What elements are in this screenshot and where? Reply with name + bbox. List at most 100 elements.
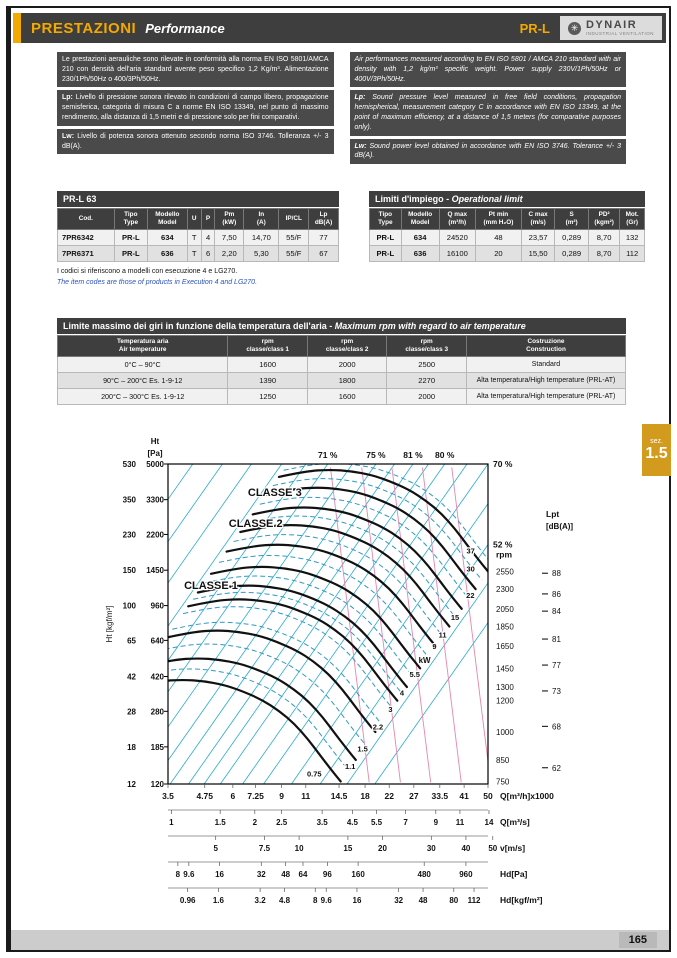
rpm-value-label: 750 [496,778,510,787]
column-header: P [200,208,216,231]
x-scale-value: 50 [483,791,493,801]
classe-label: CLASSE 1 [184,580,238,592]
column-header: Modello Model [400,208,440,231]
intro-en-performance: Air performances measured according to E… [349,52,626,88]
intro-it-performance: Le prestazioni aerauliche sono rilevate … [57,52,334,88]
efficiency-label: 75 % [366,450,386,460]
table-cell: T [186,229,202,247]
brand-name: DYNAIR [585,19,638,32]
efficiency-line [168,464,194,500]
y-tick-kgf-label: 28 [127,707,136,716]
intro-english: Air performances measured according to E… [349,52,626,167]
intro-en-lp: Lp: Sound pressure level measured in fre… [349,90,626,136]
column-header: IP/CL [278,208,310,231]
efficiency-line [168,464,282,627]
limits-table-title: Limiti d'impiego - Operational limit [369,191,645,208]
x-scale-unit: Hd[kgf/m²] [500,895,543,905]
rpm-value-label: 850 [496,756,510,765]
table-cell: 636 [400,245,440,263]
column-header: Q max (m³/h) [438,208,477,231]
x-scale-value: 112 [468,896,481,905]
table-cell: PR-L [369,245,402,263]
x-scale-value: 96 [323,870,332,879]
page-subtitle: Performance [145,20,225,36]
table-cell: 16100 [438,245,477,263]
page-content: PRESTAZIONI Performance PR-L ✳ DYNAIR IN… [13,8,666,950]
y-tick-kgf-label: 350 [123,496,137,505]
column-header: In (A) [243,208,280,231]
y-tick-pa-label: 5000 [146,460,164,469]
table-cell: 1600 [227,356,308,374]
lw-text: Livello di potenza sonora ottenuto secon… [62,132,329,150]
table-cell: 55/F [278,245,310,263]
x-scale-value: 2.5 [276,818,288,827]
x-scale-value: 480 [418,870,432,879]
column-header: Costruzione Construction [465,335,627,358]
lw-label: Lw: [62,132,75,140]
x-scale-value: 10 [295,844,304,853]
x-scale-value: 14.5 [331,791,348,801]
x-scale-value: 4.75 [196,791,213,801]
kw-value-label: 9 [432,642,436,651]
y-tick-kgf-label: 150 [123,566,137,575]
efficiency-label: 52 % [493,540,513,550]
temp-title-it: Limite massimo dei giri in funzione dell… [63,321,335,332]
x-scale-value: 3.5 [162,791,174,801]
kw-value-label: 5.5 [410,670,420,679]
x-scale-value: 8 [176,870,181,879]
table-cell: 2000 [386,388,467,406]
lpt-value-label: 68 [552,723,561,732]
lp-label: Lp: [354,94,366,102]
efficiency-line [263,464,488,785]
intro-italian: Le prestazioni aerauliche sono rilevate … [57,52,334,167]
lpt-value-label: 86 [552,590,561,599]
rpm-value-label: 1650 [496,642,514,651]
tables-row: PR-L 63 Cod. Tipo Type Modello Model U P Pm (kW)… [57,191,645,288]
y-tick-kgf-label: 42 [127,673,136,682]
x-scale-unit: Q[m³/s] [500,817,530,827]
brand-text: DYNAIR INDUSTRIAL VENTILATION [586,19,654,36]
x-scale-value: 32 [394,896,403,905]
x-scale-value: 7 [403,818,408,827]
kw-value-label: 37 [466,547,474,556]
table-cell: 55/F [278,229,310,247]
dashed-rpm-curve [218,555,429,658]
table-cell: PR-L [369,229,402,247]
x-scale-value: 33.5 [432,791,449,801]
table-cell: 7,50 [214,229,245,247]
lpt-axis-title: Lpt [546,509,559,519]
x-scale-value: 4.8 [279,896,291,905]
table-cell: 2500 [386,356,467,374]
table-cell: 636 [146,245,188,263]
dynair-logo: ✳ DYNAIR INDUSTRIAL VENTILATION [559,16,662,40]
table-cell: 4 [200,229,216,247]
x-scale-value: 2 [253,818,258,827]
x-scale-value: 9 [434,818,439,827]
dashed-rpm-curve [168,668,349,771]
x-scale-value: 14 [485,818,494,827]
dashed-rpm-curve [168,643,367,746]
x-scale-value: 160 [351,870,365,879]
x-scale-unit: v[m/s] [500,843,525,853]
y-tick-kgf-label: 100 [123,602,137,611]
kw-value-label: 30 [466,565,474,574]
dashed-rpm-curve [182,606,393,709]
page-footer: 165 [8,930,669,950]
table-cell: 6 [200,245,216,263]
fan-performance-chart: 5000530330035022002301450150960100640654… [105,437,573,905]
page-header: PRESTAZIONI Performance PR-L ✳ DYNAIR IN… [13,13,666,43]
intro-it-lp: Lp: Livello di pressione sonora rilevato… [57,90,334,126]
dashed-rpm-curve [272,478,483,581]
rpm-axis-title: rpm [496,550,513,560]
efficiency-line [374,622,488,785]
column-header: Modello Model [146,208,188,231]
lpt-value-label: 88 [552,569,561,578]
x-scale-value: 11 [301,791,310,801]
x-scale-value: 48 [281,870,290,879]
temp-title-en: Maximum rpm with regard to air temperatu… [334,321,526,332]
table-cell: 7PR6371 [57,245,115,263]
x-scale-value: 1.6 [213,896,225,905]
temperature-table-title: Limite massimo dei giri in funzione dell… [57,318,626,335]
rpm-curve [277,469,488,573]
table-row: 7PR6342 PR-L 634 T 4 7,50 14,70 55/F 77 [57,229,339,247]
